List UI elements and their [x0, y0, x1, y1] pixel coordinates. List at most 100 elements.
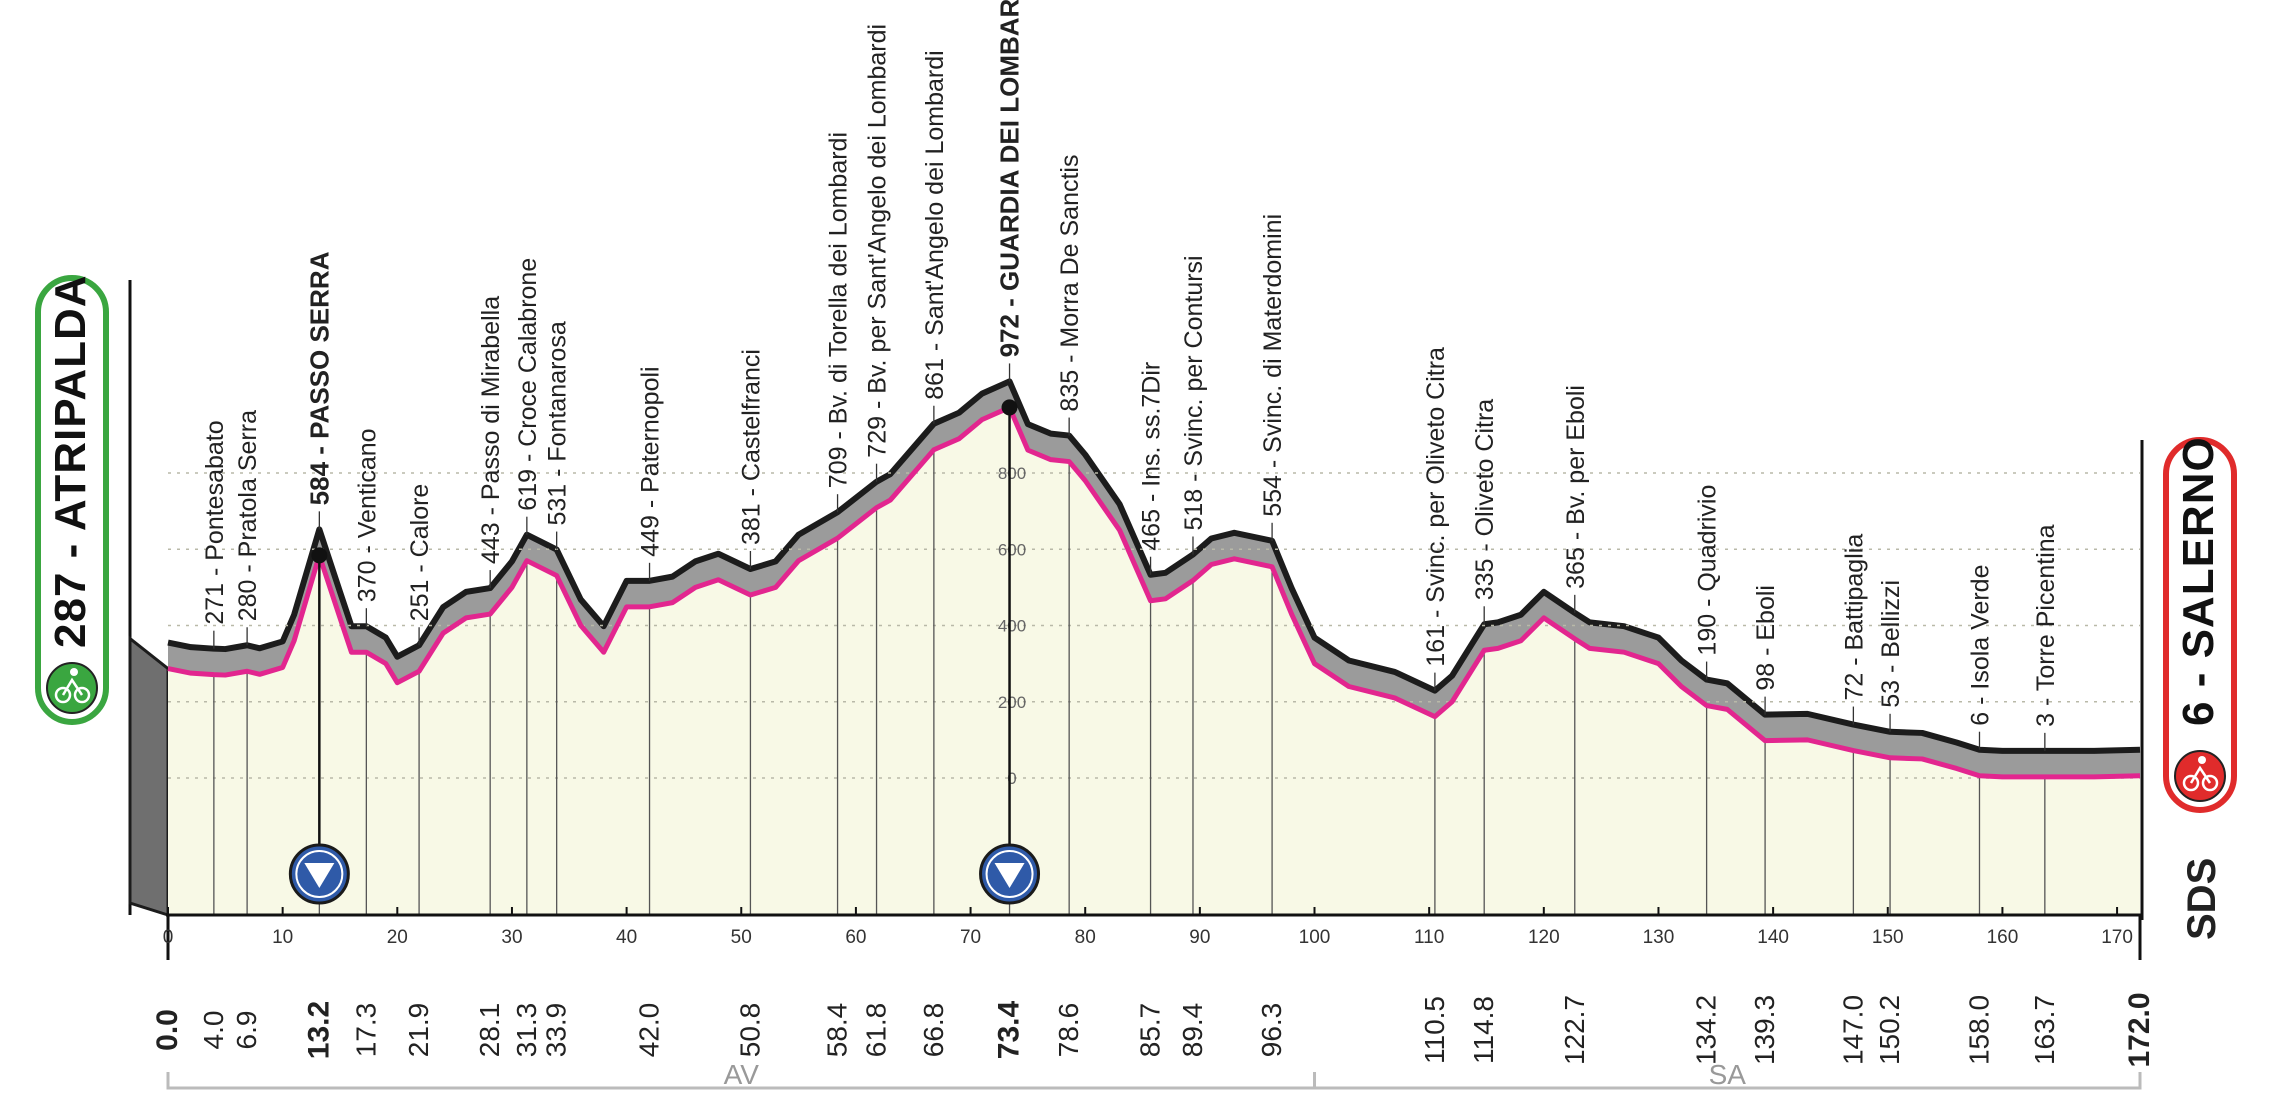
km-label-58.4: 58.4	[822, 1003, 853, 1058]
km-tick-label-150: 150	[1872, 927, 1904, 948]
point-label-4: 271 - Pontesabato	[201, 420, 229, 624]
start-badge-frame-lines	[61, 677, 84, 696]
point-label-110.5: 161 - Svinc. per Oliveto Citra	[1422, 347, 1450, 667]
km-label-50.8: 50.8	[734, 1003, 765, 1058]
km-tick-label-40: 40	[616, 927, 637, 948]
km-tick-label-120: 120	[1528, 927, 1560, 948]
point-label-21.9: 251 - Calore	[406, 484, 434, 622]
km-label-73.4: 73.4	[993, 1000, 1026, 1059]
point-label-78.6: 835 - Morra De Sanctis	[1056, 155, 1084, 412]
km-tick-label-170: 170	[2101, 927, 2133, 948]
province-label-SA: SA	[1709, 1059, 1747, 1090]
km-tick-label-130: 130	[1643, 927, 1675, 948]
province-bracket-SA	[1313, 1072, 2142, 1090]
km-label-134.2: 134.2	[1691, 995, 1722, 1065]
point-label-114.8: 335 - Oliveto Citra	[1471, 399, 1499, 601]
km-label-122.7: 122.7	[1559, 995, 1590, 1065]
km-label-17.3: 17.3	[350, 1003, 381, 1058]
finish-city-label: 6 - SALERNO	[2174, 436, 2223, 726]
profile-shadow	[168, 381, 2140, 777]
point-label-31.3: 619 - Croce Calabrone	[514, 258, 542, 511]
point-label-96.3: 554 - Svinc. di Materdomini	[1259, 214, 1287, 517]
km-label-61.8: 61.8	[861, 1003, 892, 1058]
km-label-31.3: 31.3	[511, 1003, 542, 1058]
km-tick-label-90: 90	[1189, 927, 1210, 948]
km-label-89.4: 89.4	[1177, 1003, 1208, 1058]
km-tick-label-110: 110	[1414, 927, 1444, 948]
km-tick-label-60: 60	[845, 927, 866, 948]
point-label-134.2: 190 - Quadrivio	[1694, 485, 1722, 656]
gpm-badge-ring-13.2	[295, 850, 344, 898]
point-label-73.4: 972 - GUARDIA DEI LOMBARDI	[995, 0, 1025, 357]
altitude-tick-400: 400	[998, 617, 1026, 636]
km-label-21.9: 21.9	[403, 1003, 434, 1058]
start-badge-frame	[35, 275, 109, 725]
km-label-0.0: 0.0	[151, 1009, 184, 1051]
point-label-89.4: 518 - Svinc. per Contursi	[1180, 255, 1208, 530]
km-label-66.8: 66.8	[918, 1003, 949, 1058]
km-label-13.2: 13.2	[302, 1001, 335, 1059]
start-city-label: 287 - ATRIPALDA	[46, 274, 95, 648]
finish-badge-frame	[2163, 437, 2237, 813]
point-label-85.7: 465 - Ins. ss.7Dir	[1138, 362, 1166, 551]
altitude-tick-600: 600	[998, 540, 1026, 559]
km-label-33.9: 33.9	[541, 1003, 572, 1058]
km-tick-label-140: 140	[1757, 927, 1789, 948]
point-label-28.1: 443 - Passo di Mirabella	[477, 296, 505, 564]
sds-logo: SDS	[2180, 857, 2224, 940]
point-label-17.3: 370 - Venticano	[353, 428, 381, 602]
start-badge-rider-head	[70, 668, 78, 676]
altitude-tick-800: 800	[998, 464, 1026, 483]
point-label-158: 6 - Isola Verde	[1966, 564, 1994, 725]
km-label-6.9: 6.9	[231, 1011, 262, 1050]
point-label-139.3: 98 - Eboli	[1752, 585, 1780, 691]
profile-area	[168, 407, 2140, 915]
profile-side-face	[128, 635, 170, 918]
finish-badge-frame-lines	[2189, 765, 2212, 784]
km-label-114.8: 114.8	[1468, 996, 1499, 1064]
altitude-tick-0: 0	[1007, 769, 1016, 788]
gpm-badge-ring-73.4	[985, 850, 1034, 898]
km-label-28.1: 28.1	[474, 1003, 505, 1058]
start-badge-wheel-back	[54, 686, 72, 704]
km-label-150.2: 150.2	[1874, 995, 1905, 1065]
finish-badge	[2163, 437, 2237, 813]
km-label-96.3: 96.3	[1256, 1003, 1287, 1058]
km-tick-label-100: 100	[1299, 927, 1331, 948]
km-label-4.0: 4.0	[198, 1011, 229, 1050]
km-tick-label-80: 80	[1075, 927, 1096, 948]
profile-shadow-edge	[167, 378, 2141, 754]
km-tick-label-10: 10	[272, 927, 293, 948]
finish-badge-rider-head	[2198, 756, 2206, 764]
point-label-61.8: 729 - Bv. per Sant'Angelo dei Lombardi	[864, 24, 892, 458]
profile-line	[167, 404, 2141, 780]
point-label-150.2: 53 - Bellizzi	[1877, 580, 1905, 708]
km-label-42.0: 42.0	[634, 1003, 665, 1058]
km-label-172.0: 172.0	[2123, 992, 2156, 1067]
km-label-85.7: 85.7	[1135, 1003, 1166, 1058]
gpm-badge-arrow-73.4	[994, 863, 1025, 888]
km-label-110.5: 110.5	[1419, 996, 1450, 1064]
gpm-badge-arrow-13.2	[304, 863, 335, 888]
point-label-58.4: 709 - Bv. di Torella dei Lombardi	[825, 132, 853, 488]
altitude-tick-200: 200	[998, 693, 1026, 712]
km-label-139.3: 139.3	[1749, 995, 1780, 1065]
finish-badge-wheel-back	[2182, 774, 2200, 792]
point-label-6.9: 280 - Pratola Serra	[234, 410, 262, 621]
km-tick-label-30: 30	[501, 927, 522, 948]
km-tick-label-160: 160	[1987, 927, 2019, 948]
km-tick-label-70: 70	[960, 927, 981, 948]
point-label-33.9: 531 - Fontanarosa	[544, 321, 572, 525]
km-label-78.6: 78.6	[1053, 1003, 1084, 1058]
point-label-66.8: 861 - Sant'Angelo dei Lombardi	[921, 50, 949, 399]
point-label-122.7: 365 - Bv. per Eboli	[1562, 385, 1590, 589]
km-label-163.7: 163.7	[2029, 995, 2060, 1065]
start-badge-wheel-front	[73, 686, 91, 704]
point-label-163.7: 3 - Torre Picentina	[2032, 524, 2060, 727]
finish-badge-wheel-front	[2201, 774, 2219, 792]
gpm-summit-dot-73.4	[1001, 399, 1018, 416]
point-label-42: 449 - Paternopoli	[637, 366, 665, 556]
km-tick-label-0: 0	[163, 927, 174, 948]
gpm-summit-dot-13.2	[311, 547, 328, 564]
